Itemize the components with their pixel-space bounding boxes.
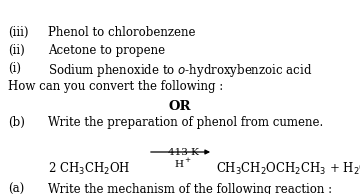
Text: CH$_3$CH$_2$OCH$_2$CH$_3$ + H$_2$O: CH$_3$CH$_2$OCH$_2$CH$_3$ + H$_2$O	[216, 161, 360, 177]
Text: Sodium phenoxide to $o$-hydroxybenzoic acid: Sodium phenoxide to $o$-hydroxybenzoic a…	[48, 62, 312, 79]
Text: OR: OR	[169, 100, 191, 113]
Text: H$^+$: H$^+$	[174, 157, 192, 170]
Text: How can you convert the following :: How can you convert the following :	[8, 80, 223, 93]
Text: (ii): (ii)	[8, 44, 25, 57]
Text: (i): (i)	[8, 62, 21, 75]
Text: (iii): (iii)	[8, 26, 28, 39]
Text: 413 K: 413 K	[167, 148, 198, 157]
Text: Write the mechanism of the following reaction :: Write the mechanism of the following rea…	[48, 183, 332, 194]
Text: Write the preparation of phenol from cumene.: Write the preparation of phenol from cum…	[48, 116, 323, 129]
Text: (b): (b)	[8, 116, 25, 129]
Text: 2 CH$_3$CH$_2$OH: 2 CH$_3$CH$_2$OH	[48, 161, 130, 177]
Text: (a): (a)	[8, 183, 24, 194]
Text: Phenol to chlorobenzene: Phenol to chlorobenzene	[48, 26, 195, 39]
Text: Acetone to propene: Acetone to propene	[48, 44, 165, 57]
